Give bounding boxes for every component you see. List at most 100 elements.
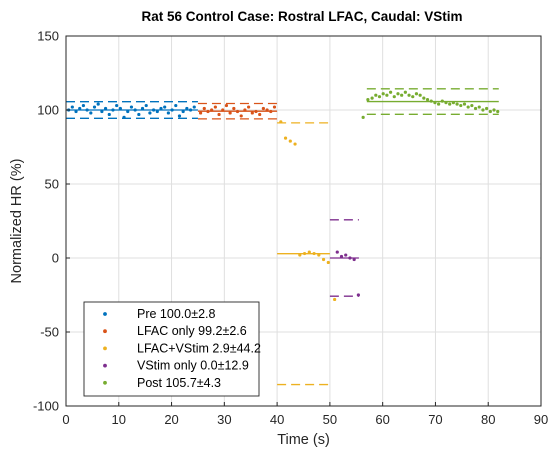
data-point [403, 90, 407, 94]
legend-entry: Pre 100.0±2.8 [137, 307, 215, 321]
legend-entry: VStim only 0.0±12.9 [137, 359, 249, 373]
data-point [374, 93, 378, 97]
data-point [481, 108, 485, 112]
data-point [333, 297, 337, 302]
y-tick-label: -50 [40, 325, 59, 340]
series-0 [66, 101, 198, 119]
data-point [155, 109, 159, 114]
x-tick-label: 70 [428, 412, 442, 427]
plot-frame [65, 35, 542, 407]
y-axis-label: Normalized HR (%) [9, 159, 25, 284]
x-tick-label: 20 [164, 412, 178, 427]
data-point [361, 115, 365, 119]
x-tick-label: 80 [481, 412, 495, 427]
data-point [488, 109, 492, 114]
data-point [243, 108, 247, 112]
data-point [170, 108, 174, 112]
legend-marker [103, 363, 107, 368]
data-point [344, 253, 348, 257]
data-point [496, 109, 500, 114]
data-point [283, 136, 288, 140]
data-point [451, 101, 455, 105]
data-point [385, 93, 389, 97]
data-point [159, 106, 163, 111]
data-point [381, 92, 385, 96]
data-point [258, 112, 262, 117]
data-point [377, 95, 382, 99]
data-point [221, 108, 225, 112]
data-point [400, 93, 404, 97]
x-tick-label: 40 [270, 412, 284, 427]
data-point [81, 103, 86, 108]
data-point [228, 111, 232, 115]
legend-box [83, 301, 260, 397]
x-tick-label: 50 [323, 412, 337, 427]
data-point [239, 114, 243, 118]
data-point [317, 253, 321, 257]
data-point [356, 293, 360, 297]
data-point [185, 106, 189, 111]
data-point [210, 108, 214, 112]
data-point [74, 109, 78, 114]
data-point [111, 108, 115, 112]
data-point [181, 109, 185, 114]
data-point [448, 102, 452, 106]
data-point [293, 142, 297, 146]
x-tick-label: 60 [375, 412, 389, 427]
legend: Pre 100.0±2.8 LFAC only 99.2±2.6 LFAC+VSti… [83, 301, 261, 397]
data-point [388, 90, 393, 94]
data-point [437, 102, 441, 106]
data-point [440, 99, 444, 103]
data-point [444, 101, 448, 105]
legend-marker [103, 346, 107, 351]
data-point [462, 102, 467, 106]
data-point [459, 103, 463, 108]
data-point [312, 251, 316, 256]
data-point [232, 106, 236, 111]
data-point [425, 98, 430, 102]
data-point [188, 108, 193, 112]
data-point [366, 98, 370, 102]
data-point [144, 103, 148, 108]
series-2 [277, 120, 337, 386]
data-point [321, 257, 326, 262]
data-point [392, 95, 396, 99]
data-point [107, 112, 111, 117]
data-point [129, 105, 134, 109]
data-point [85, 108, 89, 112]
y-tick-label: 0 [52, 251, 59, 266]
data-point [414, 92, 419, 96]
x-tick-label: 30 [217, 412, 231, 427]
data-point [455, 102, 459, 106]
data-point [103, 106, 108, 111]
data-point [235, 109, 240, 114]
legend-entry: Post 105.7±4.3 [137, 376, 221, 390]
data-point [298, 253, 302, 257]
data-point [396, 92, 400, 96]
data-point [433, 101, 437, 105]
data-point [348, 256, 352, 260]
data-point [122, 115, 126, 119]
data-point [118, 106, 122, 111]
data-point [339, 254, 344, 259]
chart-title: Rat 56 Control Case: Rostral LFAC, Cauda… [141, 9, 462, 24]
data-point [152, 108, 156, 112]
grid [66, 36, 541, 406]
data-point [148, 111, 152, 115]
data-point [126, 109, 130, 114]
series-3 [329, 219, 360, 297]
data-point [254, 109, 258, 114]
legend-marker [103, 312, 107, 316]
data-point [224, 103, 229, 108]
data-point [407, 93, 411, 97]
data-point [473, 106, 478, 111]
data-point [272, 105, 277, 109]
data-point [202, 106, 206, 111]
y-tick-label: 100 [37, 103, 59, 118]
legend-marker [103, 329, 107, 334]
data-point [261, 106, 265, 111]
data-point [115, 103, 119, 108]
series-1 [197, 102, 278, 120]
data-point [250, 111, 254, 115]
